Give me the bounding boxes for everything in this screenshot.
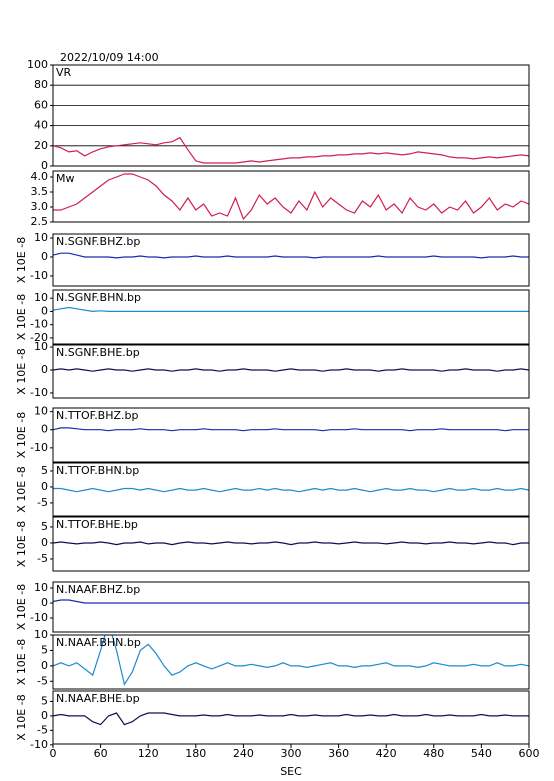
y-tick-label: -5	[37, 674, 48, 687]
y-tick-label: -20	[30, 331, 48, 344]
panel-name: N.TTOF.BHN.bp	[56, 464, 139, 477]
panel-frame	[52, 64, 530, 167]
x-tick-label: 60	[94, 747, 108, 760]
y-tick-label: 100	[27, 58, 48, 71]
y-axis-label: X 10E -8	[15, 521, 28, 567]
y-tick-label: 4.0	[31, 170, 49, 183]
y-tick-label: 5	[41, 464, 48, 477]
y-axis-label: X 10E -8	[15, 348, 28, 394]
panel-frame	[52, 170, 530, 223]
panel-frame	[52, 407, 530, 463]
x-tick-label: 540	[471, 747, 492, 760]
trace	[53, 368, 529, 372]
y-tick-label: 10	[34, 231, 48, 244]
y-tick-label: -10	[30, 386, 48, 399]
panel-name: N.SGNF.BHZ.bp	[56, 235, 140, 248]
x-tick-label: 360	[328, 747, 349, 760]
panel-frame	[52, 581, 530, 633]
panel-name: N.NAAF.BHZ.bp	[56, 583, 140, 596]
y-tick-label: -5	[37, 496, 48, 509]
y-tick-label: 3.0	[31, 200, 49, 213]
y-tick-label: 0	[41, 304, 48, 317]
trace	[53, 173, 529, 221]
y-tick-label: 0	[41, 536, 48, 549]
panel-name: Mw	[56, 172, 75, 185]
trace	[53, 712, 529, 726]
x-tick-label: 180	[185, 747, 206, 760]
y-tick-label: 10	[34, 628, 48, 641]
y-tick-label: -10	[30, 611, 48, 624]
y-tick-label: -10	[30, 318, 48, 331]
panel-frame	[52, 233, 530, 287]
y-tick-label: 5	[41, 694, 48, 707]
panel-name: N.SGNF.BHE.bp	[56, 346, 140, 359]
y-tick-label: -5	[37, 552, 48, 565]
y-tick-label: -10	[30, 269, 48, 282]
panel-frame	[52, 634, 530, 690]
panel-name: VR	[56, 66, 72, 79]
trace	[53, 306, 529, 313]
x-tick-label: 480	[423, 747, 444, 760]
y-axis-label: X 10E -8	[15, 466, 28, 512]
panel-name: N.TTOF.BHE.bp	[56, 518, 138, 531]
trace	[53, 599, 529, 604]
y-tick-label: -5	[37, 723, 48, 736]
chart-title: 2022/10/09 14:00	[60, 51, 159, 64]
y-tick-label: 5	[41, 520, 48, 533]
y-tick-label: 40	[34, 119, 48, 132]
trace	[53, 487, 529, 493]
x-axis-label: SEC	[280, 765, 302, 778]
trace	[53, 136, 529, 164]
y-tick-label: -10	[30, 738, 48, 751]
y-axis-label: X 10E -8	[15, 694, 28, 740]
y-tick-label: 10	[34, 405, 48, 418]
y-axis-label: X 10E -8	[15, 639, 28, 685]
panel-name: N.TTOF.BHZ.bp	[56, 409, 139, 422]
y-tick-label: 10	[34, 291, 48, 304]
trace	[53, 635, 529, 686]
x-tick-label: 420	[376, 747, 397, 760]
y-tick-label: 0	[41, 250, 48, 263]
y-tick-label: 0	[41, 480, 48, 493]
x-tick-label: 240	[233, 747, 254, 760]
y-tick-label: 10	[34, 340, 48, 353]
y-tick-label: 60	[34, 98, 48, 111]
trace	[53, 252, 529, 259]
y-tick-label: 80	[34, 78, 48, 91]
panel-frame	[52, 516, 530, 572]
y-tick-label: 0	[41, 659, 48, 672]
panel-frame	[52, 462, 530, 517]
y-tick-label: 0	[41, 159, 48, 172]
y-tick-label: 10	[34, 581, 48, 594]
y-tick-label: 0	[41, 363, 48, 376]
panel-name: N.SGNF.BHN.bp	[56, 291, 141, 304]
y-tick-label: 20	[34, 139, 48, 152]
panel-frame	[52, 289, 530, 345]
y-tick-label: 0	[41, 423, 48, 436]
y-tick-label: 3.5	[31, 185, 49, 198]
trace	[53, 541, 529, 546]
y-tick-label: 0	[41, 596, 48, 609]
x-tick-label: 300	[281, 747, 302, 760]
y-axis-label: X 10E -8	[15, 237, 28, 283]
panel-name: N.NAAF.BHE.bp	[56, 692, 140, 705]
y-axis-label: X 10E -8	[15, 294, 28, 340]
panel-name: N.NAAF.BHN.bp	[56, 636, 141, 649]
panel-frame	[52, 344, 530, 399]
x-tick-label: 120	[138, 747, 159, 760]
trace	[53, 427, 529, 432]
x-tick-label: 600	[519, 747, 540, 760]
y-tick-label: 0	[41, 709, 48, 722]
y-tick-label: -10	[30, 441, 48, 454]
y-tick-label: 5	[41, 643, 48, 656]
y-axis-label: X 10E -8	[15, 584, 28, 630]
y-tick-label: 2.5	[31, 215, 49, 228]
x-tick-label: 0	[50, 747, 57, 760]
y-axis-label: X 10E -8	[15, 412, 28, 458]
